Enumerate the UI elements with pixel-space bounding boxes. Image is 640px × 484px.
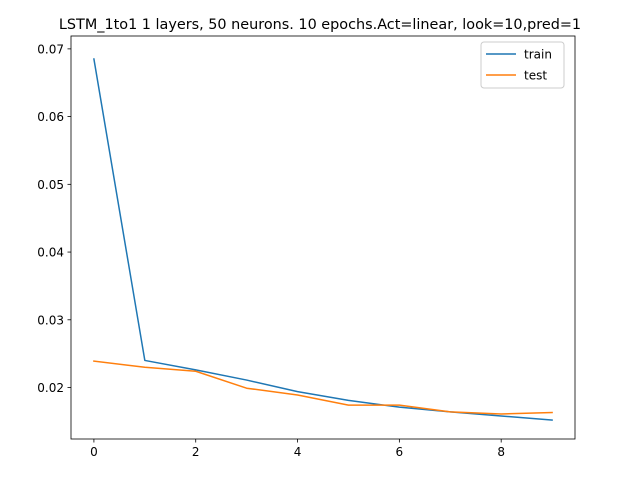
legend: train test [480, 41, 565, 89]
axes-layer: 0 2 4 6 8 0.02 0.03 0.04 0.05 0.06 0.07 [37, 35, 576, 459]
x-tick-label: 0 [90, 445, 98, 459]
plot-frame [70, 35, 576, 440]
x-tick-label: 6 [396, 445, 404, 459]
y-tick-label: 0.02 [37, 381, 64, 395]
legend-label-test: test [524, 69, 547, 83]
y-tick-label: 0.04 [37, 246, 64, 260]
chart-title: LSTM_1to1 1 layers, 50 neurons. 10 epoch… [59, 17, 581, 33]
series-line-test [93, 360, 553, 415]
y-tick-label: 0.03 [37, 313, 64, 327]
x-tick-label: 2 [192, 445, 200, 459]
x-tick-label: 8 [497, 445, 505, 459]
series-layer [93, 58, 553, 421]
x-tick-label: 4 [294, 445, 302, 459]
y-tick-label: 0.06 [37, 110, 64, 124]
series-line-train [93, 58, 553, 421]
y-tick-label: 0.05 [37, 178, 64, 192]
y-tick-label: 0.07 [37, 42, 64, 56]
legend-label-train: train [524, 48, 552, 62]
